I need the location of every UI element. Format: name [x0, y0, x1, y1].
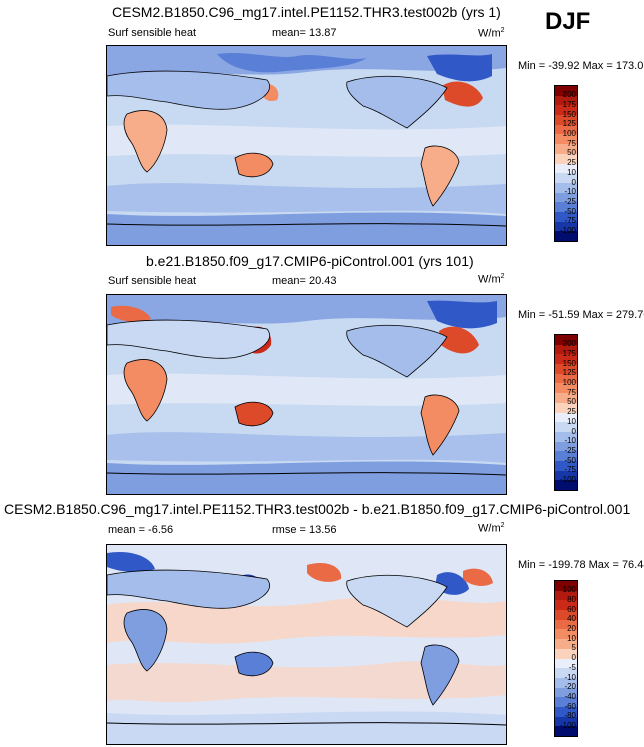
tick-label: 200: [562, 90, 576, 99]
tick-label: -25: [564, 197, 576, 206]
tick-label: 150: [562, 110, 576, 119]
tick-label: 0: [571, 653, 576, 662]
tick-label: -100: [559, 721, 576, 730]
tick-label: 40: [567, 614, 576, 623]
tick-label: 5: [571, 643, 576, 652]
panel-1-mean: mean= 13.87: [272, 27, 337, 39]
tick-label: -100: [559, 226, 576, 235]
tick-label: 50: [567, 397, 576, 406]
tick-label: 10: [567, 634, 576, 643]
tick-label: -50: [564, 456, 576, 465]
panel-2-variable: Surf sensible heat: [108, 275, 197, 287]
panel-2-map: [106, 294, 507, 495]
panel-3-title: CESM2.B1850.C96_mg17.intel.PE1152.THR3.t…: [4, 501, 631, 517]
panel-2-mean: mean= 20.43: [272, 275, 337, 287]
panel-2-units: W/m2: [478, 273, 505, 286]
panel-3-mean: mean = -6.56: [108, 524, 174, 536]
tick-label: 10: [567, 168, 576, 177]
tick-label: -20: [564, 682, 576, 691]
panel-2-colorbar-labels: 200 175 150 125 100 75 50 25 10 0 -10 -2…: [536, 334, 576, 494]
tick-label: -100: [559, 475, 576, 484]
tick-label: 25: [567, 158, 576, 167]
panel-3-rmse: rmse = 13.56: [272, 524, 337, 536]
tick-label: 75: [567, 139, 576, 148]
tick-label: -75: [564, 216, 576, 225]
tick-label: 0: [571, 427, 576, 436]
tick-label: 10: [567, 417, 576, 426]
panel-3-minmax: Min = -199.78 Max = 76.44: [518, 559, 644, 571]
tick-label: -60: [564, 702, 576, 711]
panel-1-colorbar: [554, 85, 578, 242]
panel-2-map-field: [107, 295, 506, 494]
tick-label: 50: [567, 148, 576, 157]
panel-2-title: b.e21.B1850.f09_g17.CMIP6-piControl.001 …: [146, 253, 474, 269]
tick-label: -10: [564, 187, 576, 196]
tick-label: -25: [564, 446, 576, 455]
tick-label: 125: [562, 368, 576, 377]
tick-label: 100: [562, 378, 576, 387]
tick-label: 25: [567, 407, 576, 416]
panel-1-colorbar-labels: 200 175 150 125 100 75 50 25 10 0 -10 -2…: [536, 85, 576, 245]
tick-label: -50: [564, 207, 576, 216]
panel-3-colorbar: [554, 580, 578, 737]
tick-label: -40: [564, 692, 576, 701]
tick-label: 80: [567, 595, 576, 604]
tick-label: -10: [564, 436, 576, 445]
panel-1-map: [106, 45, 507, 246]
panel-1-title: CESM2.B1850.C96_mg17.intel.PE1152.THR3.t…: [112, 4, 501, 20]
tick-label: 60: [567, 605, 576, 614]
tick-label: -5: [568, 663, 576, 672]
tick-label: 20: [567, 624, 576, 633]
season-label: DJF: [545, 8, 591, 35]
tick-label: -10: [564, 673, 576, 682]
tick-label: 175: [562, 349, 576, 358]
tick-label: 200: [562, 339, 576, 348]
panel-2-minmax: Min = -51.59 Max = 279.70: [518, 309, 644, 321]
panel-1-minmax: Min = -39.92 Max = 173.05: [518, 60, 644, 72]
tick-label: 0: [571, 178, 576, 187]
tick-label: 100: [562, 129, 576, 138]
tick-label: 125: [562, 119, 576, 128]
panel-3-units: W/m2: [478, 522, 505, 535]
panel-3-map-field: [107, 545, 506, 744]
panel-1-units: W/m2: [478, 27, 505, 40]
tick-label: -75: [564, 465, 576, 474]
panel-1-map-field: [107, 46, 506, 245]
tick-label: 100: [562, 585, 576, 594]
panel-3-map: [106, 544, 507, 745]
tick-label: -80: [564, 711, 576, 720]
panel-2-colorbar: [554, 334, 578, 491]
panel-3-colorbar-labels: 100 80 60 40 20 10 5 0 -5 -10 -20 -40 -6…: [536, 580, 576, 740]
tick-label: 175: [562, 100, 576, 109]
tick-label: 75: [567, 388, 576, 397]
panel-1-variable: Surf sensible heat: [108, 27, 197, 39]
tick-label: 150: [562, 359, 576, 368]
